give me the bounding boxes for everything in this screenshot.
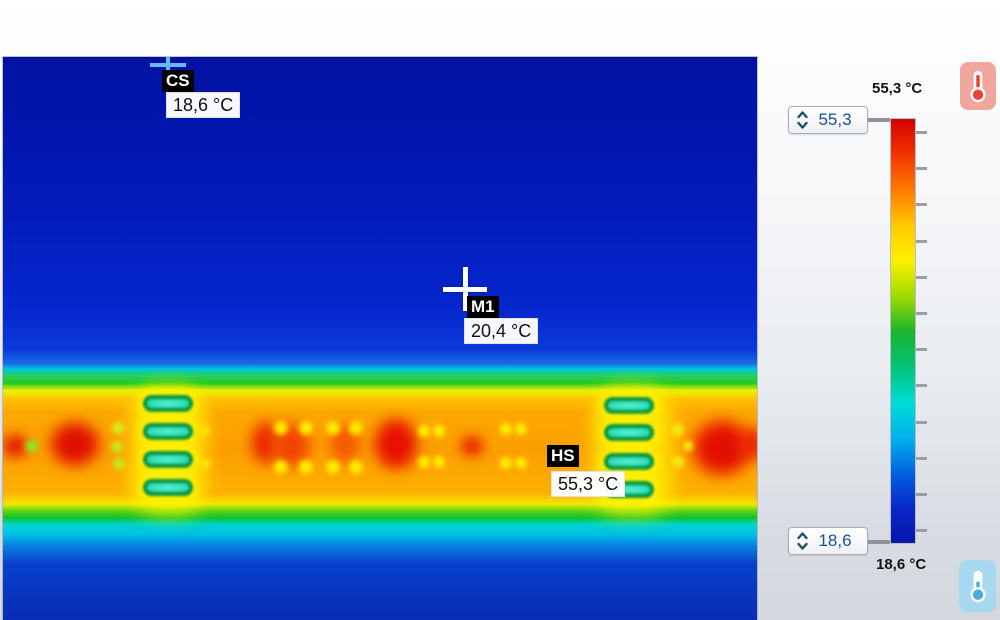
scale-tick (916, 529, 927, 533)
scale-tick (916, 493, 927, 496)
led-dot (324, 458, 342, 476)
scale-tick (916, 203, 927, 207)
led-dot (198, 424, 212, 438)
thermometer-hot-icon[interactable] (960, 62, 996, 110)
solder-pad (143, 479, 193, 496)
color-scale-bar[interactable] (890, 118, 916, 544)
led-dot (297, 458, 315, 476)
scale-tick (916, 239, 927, 243)
led-dot (498, 455, 514, 471)
led-dot (297, 419, 315, 437)
led-dot (513, 455, 529, 471)
scale-tick (916, 167, 927, 171)
scale-max-connector (864, 118, 894, 122)
marker-m1-crosshair[interactable] (443, 287, 487, 292)
scale-max-input[interactable]: 55,3 (818, 110, 852, 129)
marker-cs-value: 18,6 °C (166, 92, 241, 118)
marker-m1-label: M1 (467, 296, 499, 318)
scale-min-connector (864, 540, 894, 544)
solder-pad (143, 395, 193, 412)
hot-spot (458, 434, 486, 458)
hot-spot (45, 417, 105, 471)
led-dot (670, 422, 686, 438)
solder-pad (604, 397, 654, 414)
thermometer-cold-glyph (969, 570, 986, 603)
led-dot (498, 421, 514, 437)
led-dot (110, 420, 126, 436)
scale-max-label: 55,3 °C (872, 80, 923, 97)
scale-tick (916, 275, 927, 279)
scale-min-label: 18,6 °C (876, 556, 927, 573)
scale-tick (916, 348, 927, 352)
scale-tick (916, 456, 927, 460)
spinner-up-down-icon[interactable] (796, 530, 809, 552)
marker-m1-value: 20,4 °C (464, 318, 539, 344)
solder-pad (604, 424, 654, 441)
marker-hs-value: 55,3 °C (551, 471, 626, 497)
scale-max-spinner[interactable]: 55,3 (788, 106, 868, 134)
thermal-image[interactable]: CS 18,6 °C M1 20,4 °C HS 55,3 °C (2, 56, 758, 620)
scale-tick (916, 312, 927, 315)
hot-spot (369, 413, 423, 475)
scale-tick (916, 384, 927, 388)
thermometer-hot-glyph (970, 70, 986, 103)
thermometer-cold-icon[interactable] (959, 560, 996, 612)
marker-hs-label: HS (547, 445, 579, 467)
marker-cs-crosshair[interactable] (150, 63, 186, 67)
led-dot (431, 454, 447, 470)
led-dot (513, 421, 529, 437)
scale-tick (916, 420, 927, 424)
led-dot (416, 423, 432, 439)
led-dot (347, 458, 365, 476)
led-dot (111, 456, 127, 472)
scale-min-input[interactable]: 18,6 (818, 531, 852, 550)
led-dot (109, 439, 125, 455)
led-dot (416, 454, 432, 470)
led-dot (431, 423, 447, 439)
led-dot (324, 419, 342, 437)
scale-min-spinner[interactable]: 18,6 (788, 527, 868, 555)
spinner-up-down-icon[interactable] (796, 109, 809, 131)
solder-pad (604, 453, 654, 470)
solder-pad (143, 423, 193, 440)
led-dot (272, 419, 290, 437)
led-dot (347, 419, 365, 437)
scale-tick (916, 131, 927, 134)
led-dot (681, 439, 695, 453)
marker-cs-label: CS (162, 70, 194, 92)
led-dot (272, 458, 290, 476)
led-dot (199, 457, 213, 471)
led-dot (23, 437, 41, 455)
solder-pad (143, 451, 193, 468)
led-dot (670, 454, 686, 470)
hot-spot (738, 424, 757, 464)
